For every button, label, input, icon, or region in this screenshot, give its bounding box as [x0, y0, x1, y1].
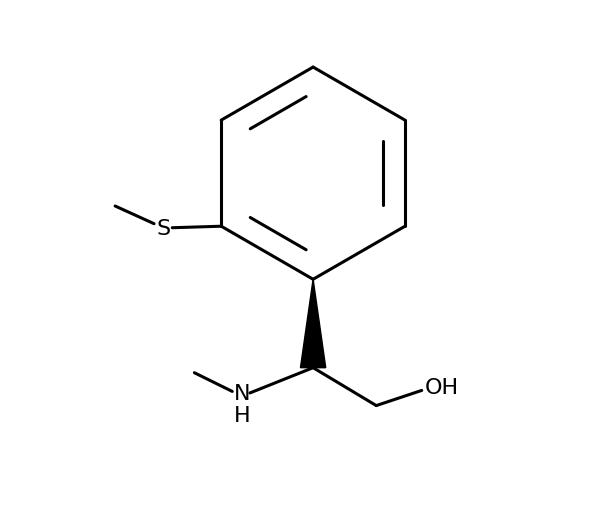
- Text: H: H: [234, 406, 251, 426]
- Text: OH: OH: [424, 378, 458, 398]
- Text: S: S: [156, 219, 170, 239]
- Polygon shape: [301, 279, 326, 368]
- Text: N: N: [234, 385, 251, 404]
